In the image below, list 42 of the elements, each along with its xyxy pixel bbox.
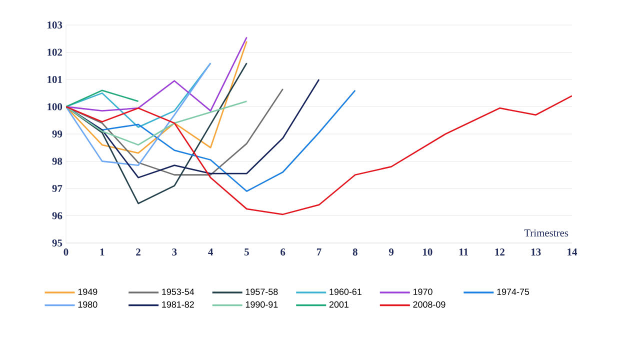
x-tick-label: 6 xyxy=(280,248,286,256)
y-tick-label: 97 xyxy=(52,184,62,192)
line-series xyxy=(66,36,248,112)
line-series xyxy=(66,100,248,146)
legend-label: 1953-54 xyxy=(162,288,194,295)
x-tick-label: 7 xyxy=(316,248,322,256)
legend-label: 1980 xyxy=(78,301,98,308)
x-tick-label: 2 xyxy=(136,248,140,256)
x-axis-title: Trimestres xyxy=(524,229,568,236)
line-series xyxy=(66,62,212,166)
legend-label: 1990-91 xyxy=(246,301,278,308)
x-tick-label: 9 xyxy=(388,248,394,256)
x-tick-label: 10 xyxy=(423,248,432,256)
x-tick-label: 13 xyxy=(531,248,541,256)
legend-label: 2001 xyxy=(329,301,349,308)
y-tick-label: 101 xyxy=(48,76,62,84)
y-tick-label: 99 xyxy=(52,130,62,138)
y-tick-label: 96 xyxy=(52,212,62,220)
y-tick-label: 100 xyxy=(48,103,62,110)
y-tick-label: 98 xyxy=(52,158,62,165)
line-series xyxy=(66,95,572,216)
x-tick-label: 12 xyxy=(495,248,504,256)
line-series xyxy=(66,40,248,154)
line-series xyxy=(66,62,212,128)
y-tick-label: 103 xyxy=(48,21,62,29)
x-tick-label: 5 xyxy=(244,248,249,256)
legend-label: 1949 xyxy=(78,288,98,295)
legend-label: 1974-75 xyxy=(497,288,530,295)
x-tick-label: 11 xyxy=(459,248,468,256)
legend-label: 1957-58 xyxy=(246,288,278,295)
x-tick-label: 0 xyxy=(64,248,68,256)
x-tick-label: 14 xyxy=(568,248,578,256)
y-tick-label: 95 xyxy=(52,239,62,247)
x-tick-label: 4 xyxy=(208,248,213,256)
legend-label: 2008-09 xyxy=(413,301,446,308)
x-tick-label: 1 xyxy=(100,248,104,256)
y-tick-label: 102 xyxy=(48,48,62,56)
legend-label: 1960-61 xyxy=(330,288,362,295)
x-tick-label: 3 xyxy=(172,248,177,256)
legend-label: 1970 xyxy=(413,288,432,295)
x-tick-label: 8 xyxy=(352,248,358,256)
legend-label: 1981-82 xyxy=(162,301,194,308)
